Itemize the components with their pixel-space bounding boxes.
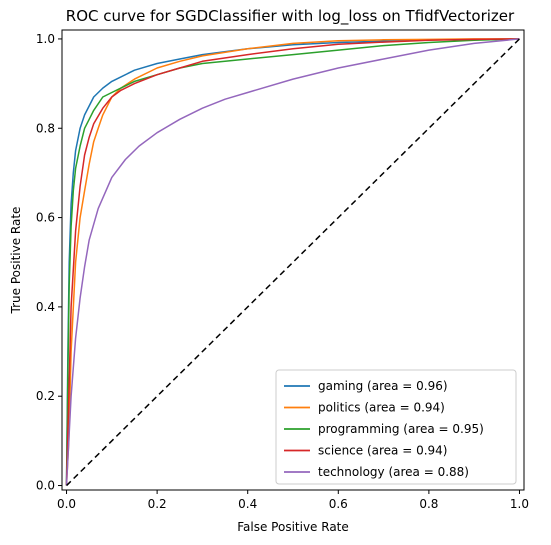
- series-line-0: [65, 38, 520, 486]
- diagonal-reference-line: [66, 38, 520, 487]
- y-tick-label-0: 0.0: [36, 479, 55, 493]
- legend-label-2: programming (area = 0.95): [318, 422, 484, 436]
- legend-label-1: politics (area = 0.94): [318, 401, 445, 415]
- y-tick-label-1: 0.2: [36, 389, 55, 403]
- y-tick-label-3: 0.6: [36, 211, 55, 225]
- series-line-4: [65, 38, 520, 486]
- y-tick-label-5: 1.0: [36, 32, 55, 46]
- x-tick-label-2: 0.4: [238, 497, 257, 511]
- legend-label-0: gaming (area = 0.96): [318, 379, 448, 393]
- x-tick-label-0: 0.0: [57, 497, 76, 511]
- legend-label-3: science (area = 0.94): [318, 444, 448, 458]
- series-line-2: [65, 38, 520, 486]
- x-tick-label-4: 0.8: [419, 497, 438, 511]
- x-axis-ticks: 0.0 0.2 0.4 0.6 0.8 1.0: [57, 490, 529, 511]
- series-line-3: [65, 38, 520, 486]
- chart-title: ROC curve for SGDClassifier with log_los…: [66, 7, 515, 26]
- x-tick-label-5: 1.0: [510, 497, 529, 511]
- legend-label-4: technology (area = 0.88): [318, 465, 469, 479]
- y-tick-label-2: 0.4: [36, 300, 55, 314]
- x-tick-label-3: 0.6: [329, 497, 348, 511]
- legend: gaming (area = 0.96) politics (area = 0.9…: [275, 369, 517, 485]
- x-tick-label-1: 0.2: [148, 497, 167, 511]
- y-axis-label: True Positive Rate: [9, 207, 23, 315]
- y-tick-label-4: 0.8: [36, 121, 55, 135]
- legend-items: gaming (area = 0.96) politics (area = 0.9…: [284, 379, 484, 479]
- legend-box: [275, 369, 517, 485]
- x-axis-label: False Positive Rate: [237, 520, 349, 534]
- plot-frame: [61, 29, 525, 491]
- series-layer: [65, 38, 520, 487]
- y-axis-ticks: 0.0 0.2 0.4 0.6 0.8 1.0: [36, 32, 62, 493]
